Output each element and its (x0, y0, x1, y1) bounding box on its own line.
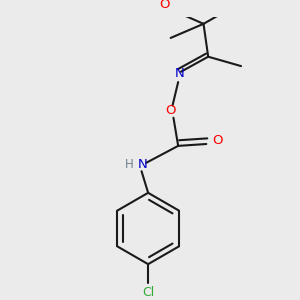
Text: O: O (212, 134, 223, 147)
Text: O: O (165, 104, 176, 117)
Text: O: O (159, 0, 169, 11)
Text: N: N (138, 158, 147, 171)
Text: N: N (175, 67, 185, 80)
Text: H: H (125, 158, 134, 171)
Text: Cl: Cl (142, 286, 154, 299)
